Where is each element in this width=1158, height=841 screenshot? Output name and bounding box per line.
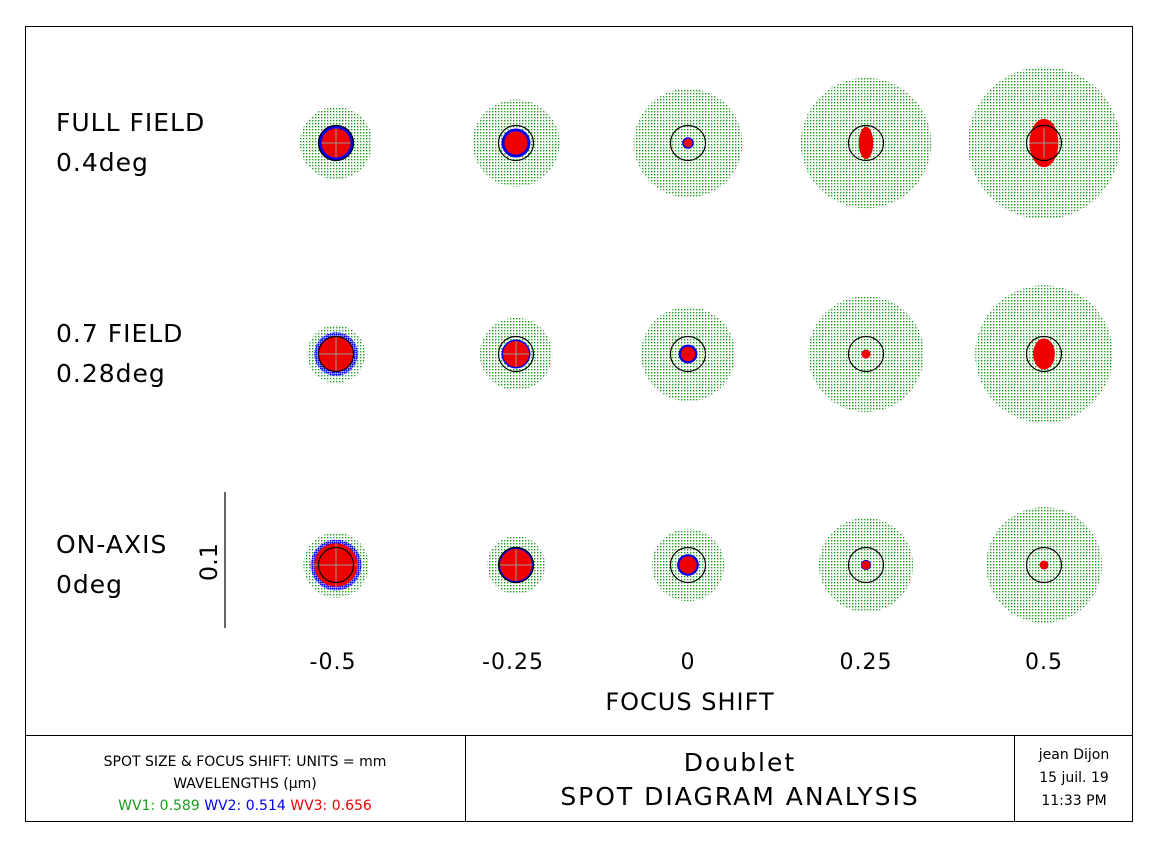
row-label-07-field: 0.7 FIELD 0.28deg [56, 314, 183, 394]
footer-panel: SPOT SIZE & FOCUS SHIFT: UNITS = mm WAVE… [25, 735, 1133, 822]
time-text: 11:33 PM [1041, 793, 1107, 809]
airy-disk-circle [317, 335, 355, 373]
spot-red-wv3 [504, 131, 528, 155]
airy-disk-circle [669, 546, 707, 584]
airy-disk-circle [669, 124, 707, 162]
focus-tick-label: 0 [680, 650, 696, 675]
spot-red-wv3 [861, 349, 871, 359]
airy-disk-circle [1025, 124, 1063, 162]
footer-title-cell: Doublet SPOT DIAGRAM ANALYSIS [466, 736, 1015, 822]
lens-name: Doublet [683, 748, 797, 777]
focus-tick-label: -0.25 [482, 650, 544, 675]
airy-disk-circle [317, 124, 355, 162]
spot-red-wv3 [683, 138, 693, 148]
footer-units-cell: SPOT SIZE & FOCUS SHIFT: UNITS = mm WAVE… [25, 736, 466, 822]
analysis-title: SPOT DIAGRAM ANALYSIS [560, 782, 920, 811]
airy-disk-circle [847, 335, 885, 373]
wavelengths-heading: WAVELENGTHS (μm) [173, 776, 317, 792]
spot-diagram-grid [224, 66, 1121, 628]
airy-disk-circle [847, 124, 885, 162]
spot-red-wv3 [858, 126, 874, 160]
wv1-label: WV1: 0.589 [118, 798, 200, 814]
x-axis-title: FOCUS SHIFT [605, 688, 775, 716]
spot-red-wv3 [679, 556, 697, 574]
row-label-line2: 0.28deg [56, 359, 166, 388]
airy-disk-circle [497, 124, 535, 162]
user-name: jean Dijon [1038, 747, 1110, 763]
scale-bar-label: 0.1 [195, 542, 223, 582]
row-label-line2: 0deg [56, 570, 124, 599]
row-label-line1: ON-AXIS [56, 530, 168, 559]
focus-tick-label: 0.5 [1025, 650, 1063, 675]
airy-disk-circle [1025, 546, 1063, 584]
row-label-line1: 0.7 FIELD [56, 319, 184, 348]
wv2-label: WV2: 0.514 [204, 798, 286, 814]
airy-disk-circle [1025, 335, 1063, 373]
airy-disk-circle [847, 546, 885, 584]
row-label-full-field: FULL FIELD 0.4deg [56, 103, 205, 183]
spot-red-wv3 [861, 560, 871, 570]
plot-frame [25, 26, 1133, 822]
spot-red-wv3 [1039, 560, 1049, 570]
airy-disk-circle [497, 335, 535, 373]
spot-red-wv3 [680, 346, 696, 362]
focus-tick-label: 0.25 [839, 650, 893, 675]
wv3-label: WV3: 0.656 [290, 798, 372, 814]
airy-disk-circle [669, 335, 707, 373]
spot-red-wv3 [1033, 338, 1055, 370]
wavelength-list: WV1: 0.589 WV2: 0.514 WV3: 0.656 [25, 795, 465, 817]
airy-disk-circle [317, 546, 355, 584]
airy-disk-circle [497, 546, 535, 584]
row-label-on-axis: ON-AXIS 0deg [56, 525, 167, 605]
focus-tick-label: -0.5 [309, 650, 357, 675]
row-label-line1: FULL FIELD [56, 108, 206, 137]
row-label-line2: 0.4deg [56, 148, 149, 177]
footer-meta-cell: jean Dijon 15 juil. 19 11:33 PM [1015, 736, 1133, 822]
units-text: SPOT SIZE & FOCUS SHIFT: UNITS = mm [103, 754, 387, 770]
date-text: 15 juil. 19 [1039, 770, 1109, 786]
